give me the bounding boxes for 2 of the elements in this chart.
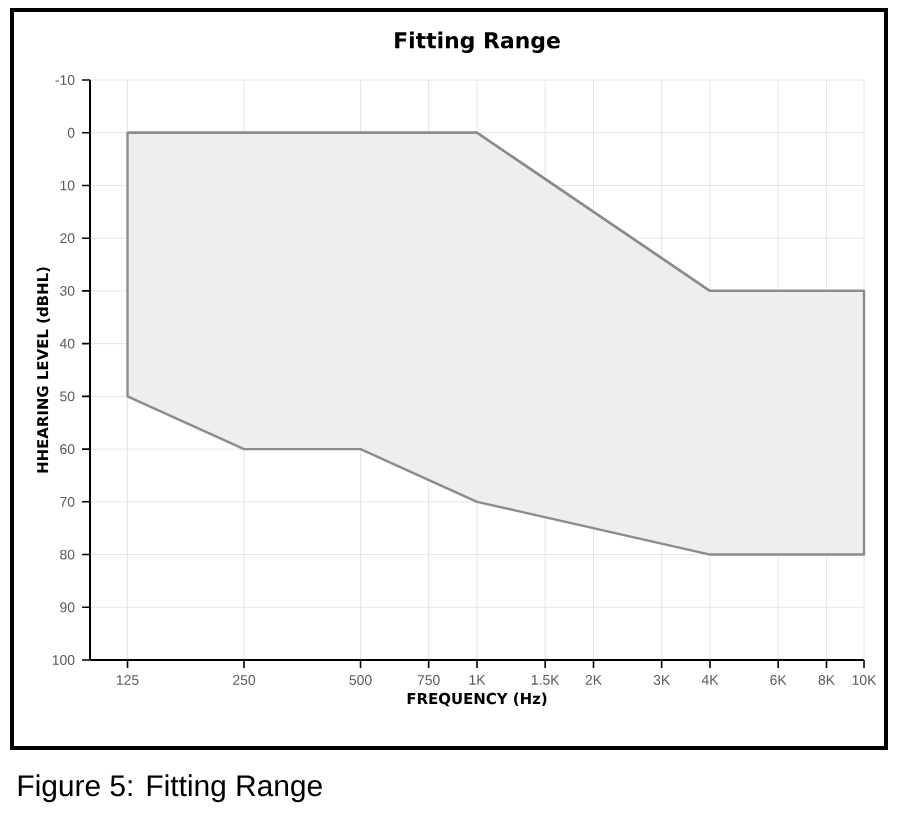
caption: Figure 5: Fitting Range: [18, 774, 322, 803]
chart-title: Fitting Range: [395, 31, 560, 53]
